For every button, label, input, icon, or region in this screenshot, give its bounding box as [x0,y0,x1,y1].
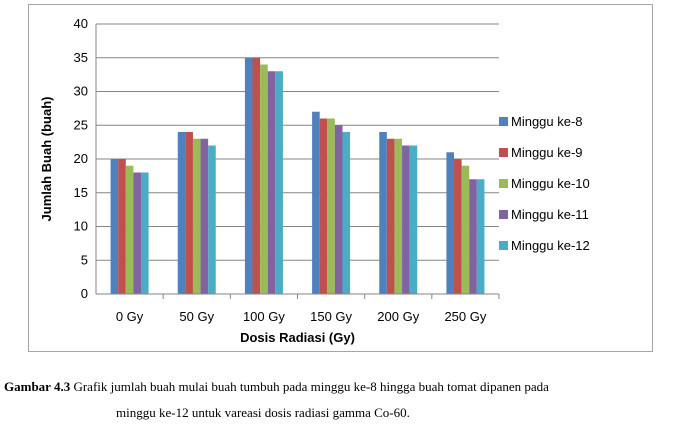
caption-line-1: Grafik jumlah buah mulai buah tumbuh pad… [70,379,549,394]
x-tick-label: 50 Gy [179,309,214,324]
y-tick-label: 25 [74,117,88,132]
bar [469,179,477,294]
y-axis-title: Jumlah Buah (buah) [39,97,54,222]
legend-swatch [499,117,508,126]
bar [334,125,343,294]
bar [275,71,283,294]
legend-swatch [499,148,508,157]
bar [394,138,403,294]
bar [140,172,149,294]
y-tick-label: 40 [74,16,88,31]
bar [386,138,395,294]
legend-label: Minggu ke-12 [511,238,590,253]
bar [185,132,193,294]
bar [312,111,320,294]
bar [319,118,328,294]
bar [327,118,335,294]
gridlines [96,23,499,261]
figure-caption: Gambar 4.3 Grafik jumlah buah mulai buah… [4,374,680,426]
bar [461,165,470,294]
bar [267,71,276,294]
bar [110,159,119,294]
x-axis-title: Dosis Radiasi (Gy) [240,330,355,345]
y-tick-label: 5 [81,252,88,267]
bar [244,57,253,294]
caption-label: Gambar 4.3 [4,379,71,394]
caption-line-2: minggu ke-12 untuk vareasi dosis radiasi… [116,405,410,420]
y-tick-label: 10 [74,219,88,234]
bar [192,138,201,294]
bar [260,64,268,294]
x-tick-label: 100 Gy [243,309,285,324]
bar [342,132,351,294]
bar [446,152,455,294]
x-tick-label: 250 Gy [444,309,486,324]
x-tick-label: 200 Gy [377,309,419,324]
bar [402,145,410,294]
bar [454,159,462,294]
bar [177,132,186,294]
y-tick-label: 20 [74,151,88,166]
legend-swatch [499,241,508,250]
legend-swatch [499,210,508,219]
legend-swatch [499,179,508,188]
bar [200,138,209,294]
bar [118,159,126,294]
bar [252,57,261,294]
x-tick-label: 0 Gy [116,309,144,324]
bar [379,132,387,294]
bars [110,57,485,294]
y-tick-label: 30 [74,84,88,99]
legend-label: Minggu ke-10 [511,176,590,191]
legend-label: Minggu ke-11 [511,207,589,222]
chart-frame: 0 5 10 15 20 25 30 35 40 0 Gy 50 Gy 100 Gy 150 Gy 200… [28,4,653,352]
legend-label: Minggu ke-8 [511,114,583,129]
bar [208,145,216,294]
legend-label: Minggu ke-9 [511,145,583,160]
axes: 0 5 10 15 20 25 30 35 40 0 Gy 50 Gy 100 Gy 150 Gy 200… [74,16,500,324]
bar [133,172,141,294]
y-tick-label: 0 [81,286,88,301]
legend: Minggu ke-8 Minggu ke-9 Minggu ke-10 Minggu… [499,114,590,253]
y-tick-label: 35 [74,50,88,65]
bar [125,165,134,294]
y-tick-label: 15 [74,185,88,200]
bar-chart: 0 5 10 15 20 25 30 35 40 0 Gy 50 Gy 100 Gy 150 Gy 200… [39,16,590,345]
bar [409,145,418,294]
x-tick-label: 150 Gy [310,309,352,324]
bar [476,179,485,294]
